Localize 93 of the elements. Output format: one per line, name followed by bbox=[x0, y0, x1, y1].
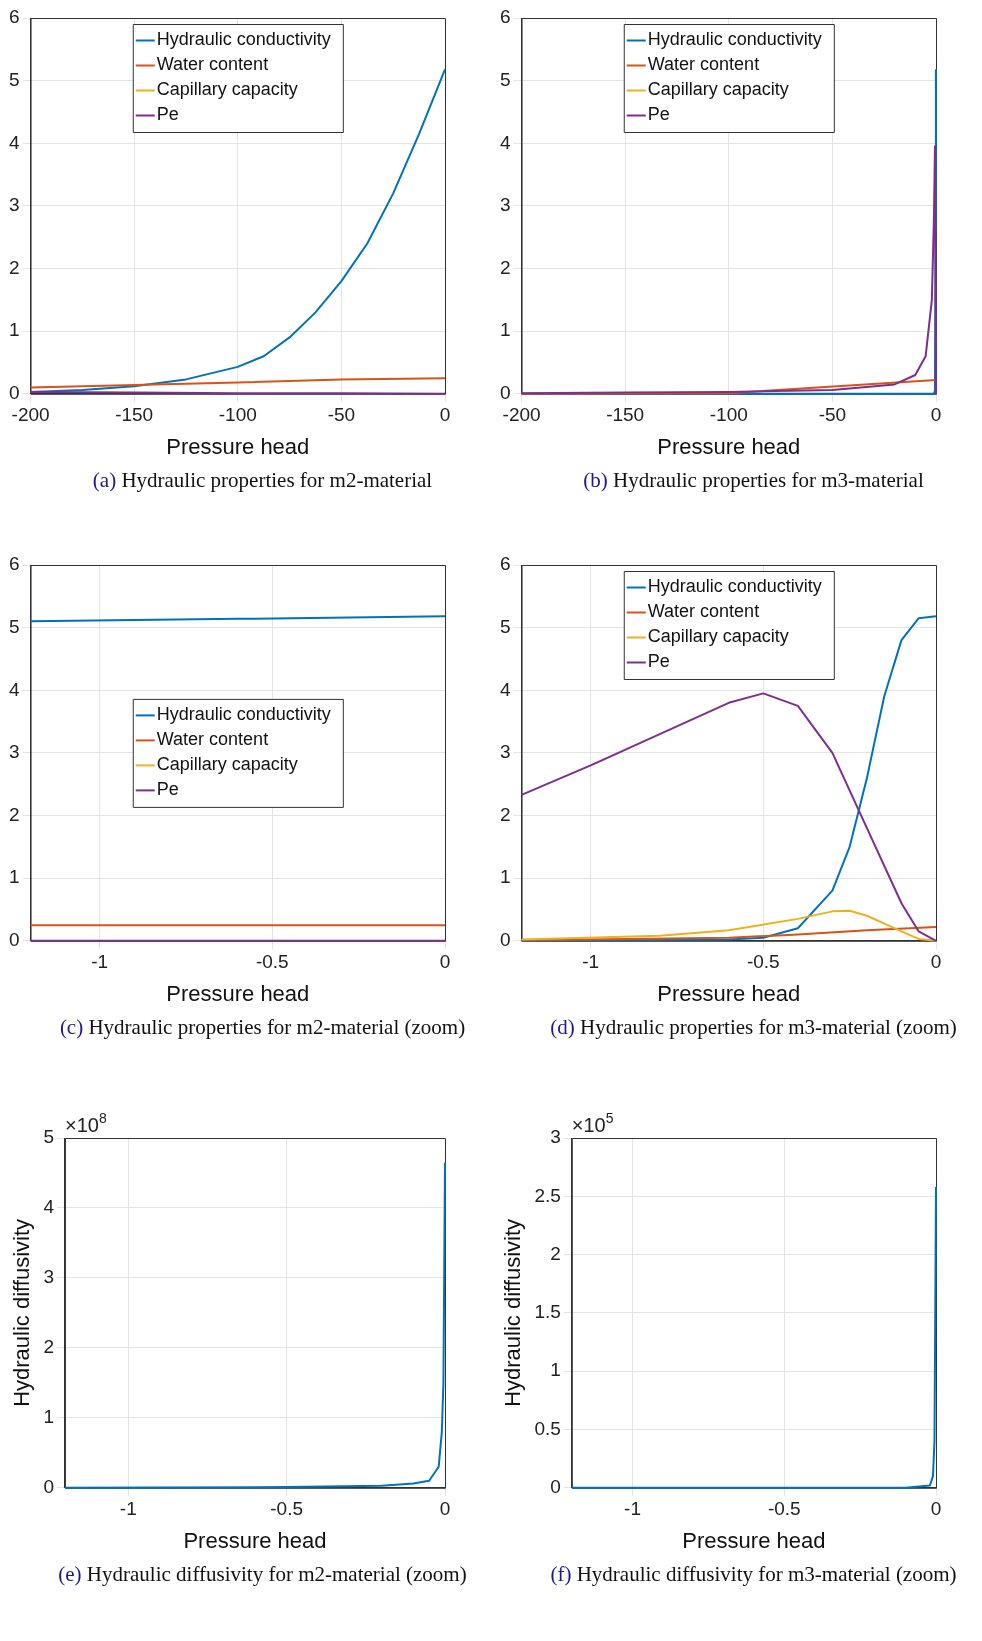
legend-label: Capillary capacity bbox=[156, 79, 298, 100]
y-tick-label: 2.5 bbox=[534, 1184, 561, 1206]
legend-label: Capillary capacity bbox=[647, 626, 789, 647]
x-tick-label: 0 bbox=[930, 404, 942, 426]
legend-label: Hydraulic conductivity bbox=[647, 576, 822, 597]
x-tick-label: 0 bbox=[439, 951, 451, 973]
legend-label: Water content bbox=[156, 54, 269, 75]
y-tick-label: 1 bbox=[550, 1359, 561, 1381]
x-tick-label: -0.5 bbox=[255, 951, 289, 973]
y-tick-label: 0 bbox=[8, 929, 20, 951]
y-tick-label: 1 bbox=[8, 319, 20, 341]
y-tick-label: 2 bbox=[550, 1242, 561, 1264]
y-tick-label: 1 bbox=[499, 319, 511, 341]
x-tick-label: -50 bbox=[327, 404, 356, 426]
y-tick-label: 2 bbox=[43, 1336, 54, 1358]
y-tick-label: 0 bbox=[499, 382, 511, 404]
x-tick-label: -100 bbox=[218, 404, 257, 426]
x-tick-label: -1 bbox=[582, 951, 600, 973]
text: (e) Hydraulic diffusivity for m2-material (zoom) bbox=[58, 1562, 467, 1586]
legend-label: Water content bbox=[647, 601, 760, 622]
y-tick-label: 4 bbox=[499, 678, 511, 700]
y-axis-title: Hydraulic diffusivity bbox=[9, 1218, 35, 1407]
legend-label: Pe bbox=[156, 104, 179, 125]
y-tick-label: 4 bbox=[8, 131, 20, 153]
y-tick-label: 6 bbox=[8, 553, 20, 575]
legend-label: Capillary capacity bbox=[647, 79, 789, 100]
text: (b) Hydraulic properties for m3-material bbox=[583, 468, 924, 492]
x-axis-title: Pressure head bbox=[657, 433, 801, 459]
y-tick-label: 2 bbox=[499, 803, 511, 825]
y-tick-label: 2 bbox=[499, 256, 511, 278]
x-axis-title: Pressure head bbox=[657, 980, 801, 1006]
x-tick-label: -200 bbox=[502, 404, 541, 426]
x-tick-label: 0 bbox=[930, 951, 942, 973]
legend-label: Capillary capacity bbox=[156, 754, 298, 775]
legend-label: Hydraulic conductivity bbox=[156, 704, 331, 725]
x-tick-label: -50 bbox=[818, 404, 847, 426]
x-tick-label: -1 bbox=[91, 951, 109, 973]
x-tick-label: -200 bbox=[11, 404, 50, 426]
legend-label: Hydraulic conductivity bbox=[156, 29, 331, 50]
y-tick-label: 5 bbox=[43, 1126, 54, 1148]
x-axis-title: Pressure head bbox=[682, 1527, 826, 1553]
y-tick-label: 3 bbox=[8, 194, 20, 216]
legend-label: Hydraulic conductivity bbox=[647, 29, 822, 50]
y-tick-label: 0 bbox=[550, 1476, 561, 1498]
y-tick-label: 4 bbox=[499, 131, 511, 153]
y-tick-label: 3 bbox=[499, 194, 511, 216]
x-tick-label: -0.5 bbox=[746, 951, 780, 973]
x-tick-label: -150 bbox=[115, 404, 154, 426]
text: (f) Hydraulic diffusivity for m3-material (zoom) bbox=[550, 1562, 957, 1586]
x-axis-title: Pressure head bbox=[166, 433, 310, 459]
y-tick-label: 6 bbox=[8, 6, 20, 28]
y-tick-label: 1 bbox=[8, 866, 20, 888]
text: (d) Hydraulic properties for m3-material (zoom) bbox=[550, 1015, 957, 1039]
y-tick-label: 3 bbox=[43, 1266, 54, 1288]
y-tick-label: 4 bbox=[8, 678, 20, 700]
y-tick-label: 0 bbox=[8, 382, 20, 404]
y-tick-label: 6 bbox=[499, 6, 511, 28]
legend-label: Pe bbox=[647, 651, 670, 672]
y-tick-label: 2 bbox=[8, 256, 20, 278]
y-tick-label: 0 bbox=[43, 1476, 54, 1498]
x-tick-label: 0 bbox=[439, 404, 451, 426]
y-tick-label: 5 bbox=[8, 615, 20, 637]
x-tick-label: -0.5 bbox=[767, 1498, 801, 1520]
text: (c) Hydraulic properties for m2-material (zoom) bbox=[59, 1015, 466, 1039]
y-tick-label: 0.5 bbox=[534, 1417, 561, 1439]
y-tick-label: 5 bbox=[499, 615, 511, 637]
x-axis-title: Pressure head bbox=[166, 980, 310, 1006]
x-tick-label: -100 bbox=[709, 404, 748, 426]
y-tick-label: 4 bbox=[43, 1196, 55, 1218]
y-tick-label: 6 bbox=[499, 553, 511, 575]
x-tick-label: -1 bbox=[119, 1498, 137, 1520]
legend-label: Water content bbox=[647, 54, 760, 75]
y-tick-label: 1 bbox=[43, 1406, 54, 1428]
x-tick-label: 0 bbox=[439, 1498, 451, 1520]
y-tick-label: 3 bbox=[8, 741, 20, 763]
y-axis-title: Hydraulic diffusivity bbox=[500, 1218, 526, 1407]
text: (a) Hydraulic properties for m2-material bbox=[92, 468, 433, 492]
x-tick-label: -0.5 bbox=[270, 1498, 304, 1520]
x-axis-title: Pressure head bbox=[183, 1527, 327, 1553]
y-tick-label: 1.5 bbox=[534, 1301, 561, 1323]
y-tick-label: 0 bbox=[499, 929, 511, 951]
y-tick-label: 5 bbox=[8, 68, 20, 90]
x-tick-label: -1 bbox=[624, 1498, 641, 1520]
y-tick-label: 1 bbox=[499, 866, 511, 888]
y-tick-label: 2 bbox=[8, 803, 20, 825]
legend-label: Pe bbox=[156, 779, 179, 800]
y-tick-label: 5 bbox=[499, 68, 511, 90]
y-tick-label: 3 bbox=[550, 1126, 561, 1148]
x-tick-label: 0 bbox=[930, 1498, 942, 1520]
legend-label: Water content bbox=[156, 729, 269, 750]
legend-label: Pe bbox=[647, 104, 670, 125]
x-tick-label: -150 bbox=[606, 404, 645, 426]
y-tick-label: 3 bbox=[499, 741, 511, 763]
